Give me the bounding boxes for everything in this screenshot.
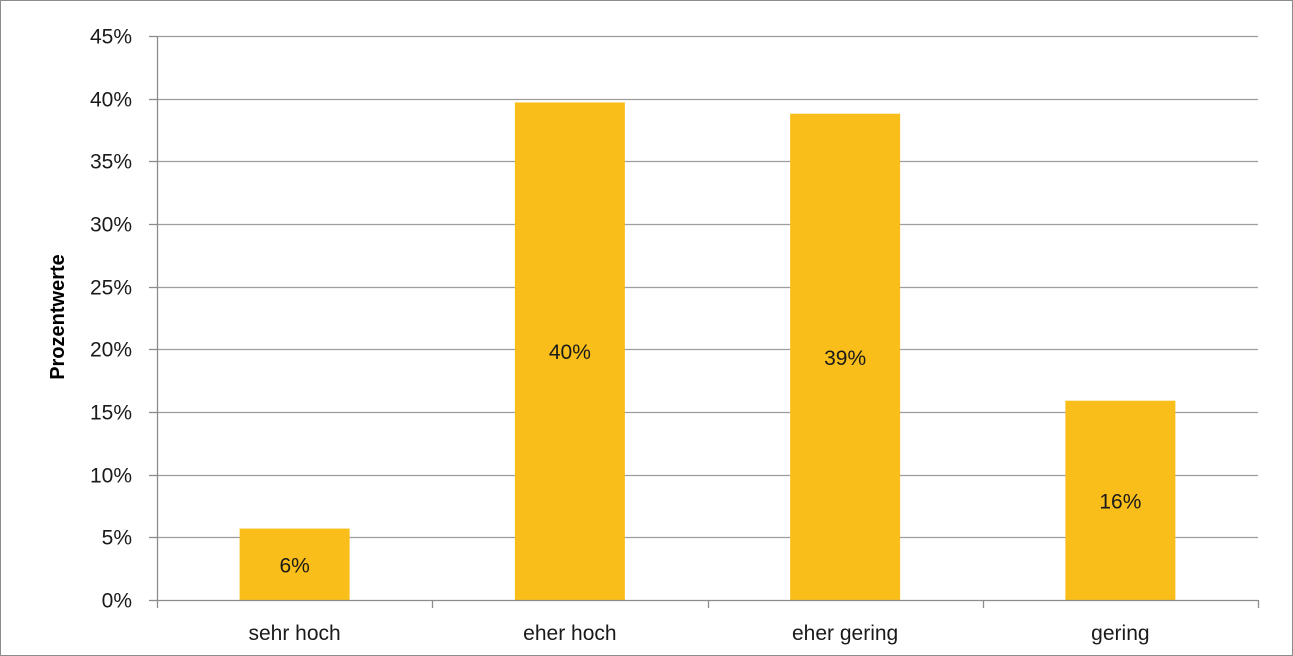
x-category-label: sehr hoch	[249, 622, 341, 645]
bar	[514, 102, 625, 600]
y-tick-label: 0%	[102, 590, 132, 613]
y-tick-label: 45%	[90, 26, 132, 49]
axes	[149, 35, 1260, 608]
x-category-label: eher gering	[792, 622, 898, 645]
bar	[239, 528, 350, 600]
y-tick-label: 5%	[102, 527, 132, 550]
data-label: 16%	[1099, 490, 1141, 513]
labels: 0% 5% 10% 15% 20% 25% 30% 35% 40% 45% 6% sehr hoch 4…	[90, 26, 1150, 646]
y-tick-label: 10%	[90, 465, 132, 488]
y-tick-label: 25%	[90, 277, 132, 300]
y-tick-label: 30%	[90, 214, 132, 237]
data-label: 40%	[549, 341, 591, 364]
y-tick-label: 15%	[90, 402, 132, 425]
data-label: 39%	[824, 347, 866, 370]
x-category-label: gering	[1091, 622, 1149, 645]
data-label: 6%	[279, 554, 309, 577]
y-axis-title: Prozentwerte	[47, 254, 69, 380]
bar	[790, 113, 901, 600]
x-category-label: eher hoch	[523, 622, 616, 645]
y-tick-label: 35%	[90, 151, 132, 174]
bar	[1065, 400, 1176, 600]
bars	[239, 102, 1176, 600]
y-tick-label: 40%	[90, 89, 132, 112]
y-tick-label: 20%	[90, 339, 132, 362]
